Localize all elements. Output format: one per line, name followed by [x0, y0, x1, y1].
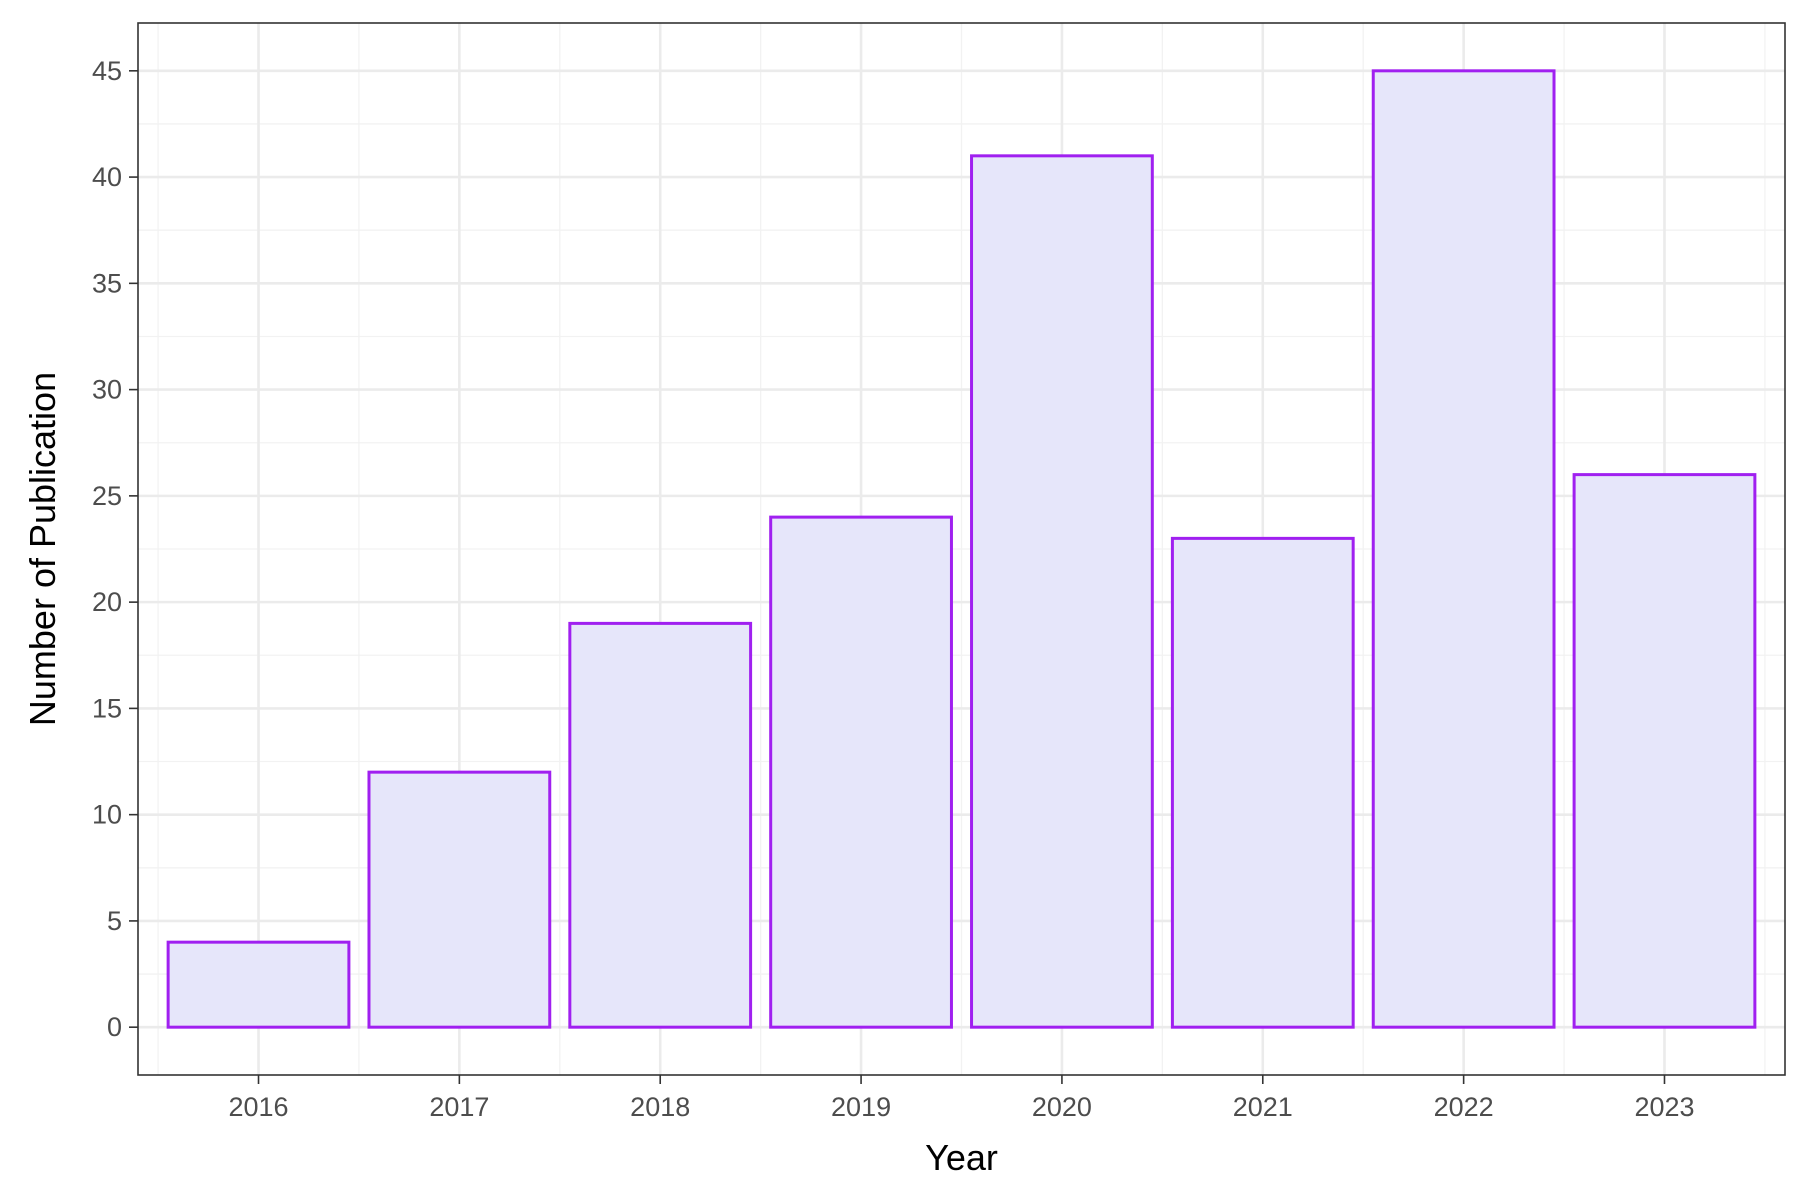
x-tick-label: 2019	[831, 1092, 891, 1122]
x-tick-label: 2020	[1032, 1092, 1092, 1122]
y-tick-label: 0	[107, 1012, 122, 1042]
y-tick-label: 10	[92, 800, 122, 830]
y-axis-ticks: 0 5 10 15 20 25 30 35 40 45	[92, 56, 138, 1042]
x-tick-label: 2016	[228, 1092, 288, 1122]
x-tick-label: 2023	[1634, 1092, 1694, 1122]
bars	[166, 69, 1757, 1029]
y-tick-label: 5	[107, 906, 122, 936]
panel-border	[137, 22, 1786, 1076]
y-axis-title: Number of Publication	[22, 372, 63, 726]
bar-2016	[166, 940, 351, 1029]
y-tick-label: 30	[92, 375, 122, 405]
bar-2018	[568, 621, 753, 1029]
x-axis-title: Year	[925, 1137, 998, 1178]
y-tick-label: 35	[92, 268, 122, 298]
bar-2021	[1170, 536, 1355, 1029]
y-tick-label: 15	[92, 693, 122, 723]
bar-2017	[367, 770, 552, 1029]
y-tick-label: 20	[92, 587, 122, 617]
minor-gridlines	[138, 23, 1785, 1075]
x-tick-label: 2021	[1233, 1092, 1293, 1122]
bar-2019	[769, 515, 953, 1029]
x-tick-label: 2017	[429, 1092, 489, 1122]
y-tick-label: 25	[92, 481, 122, 511]
bar-2020	[970, 154, 1154, 1029]
y-tick-label: 40	[92, 162, 122, 192]
bar-2023	[1572, 473, 1757, 1029]
y-tick-label: 45	[92, 56, 122, 86]
bar-2022	[1371, 69, 1556, 1029]
x-tick-label: 2022	[1434, 1092, 1494, 1122]
x-axis-ticks: 2016 2017 2018 2019 2020 2021 2022 2023	[228, 1075, 1695, 1122]
x-tick-label: 2018	[630, 1092, 690, 1122]
